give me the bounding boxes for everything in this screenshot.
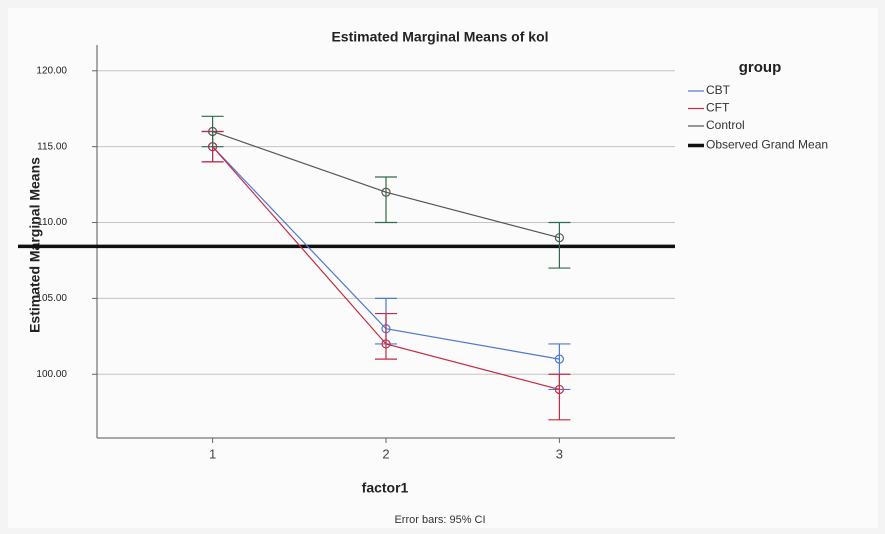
chart-title: Estimated Marginal Means of kol (331, 29, 548, 45)
chart: Estimated Marginal Means of kol factor1 … (0, 0, 885, 534)
chart-panel (8, 8, 878, 528)
y-tick-label: 100.00 (36, 369, 67, 380)
legend-label: CFT (706, 101, 730, 115)
legend-label: Observed Grand Mean (706, 138, 828, 152)
y-tick-label: 105.00 (36, 293, 67, 304)
footnote: Error bars: 95% CI (394, 514, 485, 526)
x-axis-label: factor1 (362, 480, 409, 496)
legend-label: CBT (706, 83, 731, 97)
x-tick-label: 1 (209, 446, 216, 461)
legend-title: group (739, 59, 782, 76)
legend-label: Control (706, 118, 745, 132)
x-tick-label: 2 (382, 446, 389, 461)
y-tick-label: 120.00 (36, 65, 67, 76)
y-tick-label: 115.00 (37, 141, 67, 152)
x-tick-label: 3 (556, 446, 563, 461)
y-tick-label: 110.00 (37, 217, 67, 228)
